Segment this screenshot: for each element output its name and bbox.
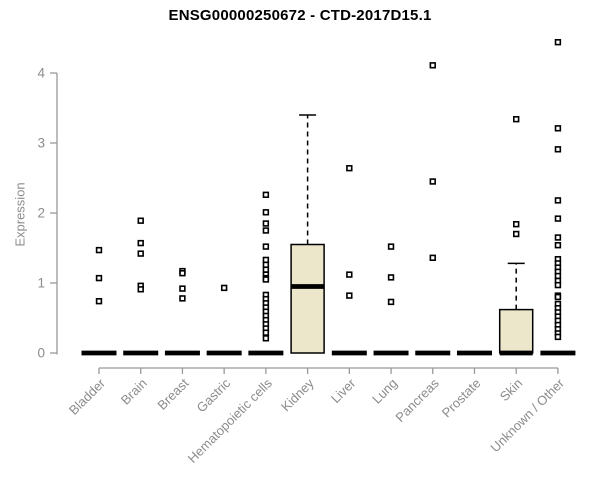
data-point xyxy=(554,38,562,46)
data-point xyxy=(95,297,103,305)
data-point xyxy=(554,281,562,289)
data-point xyxy=(262,256,270,264)
data-point xyxy=(262,266,270,273)
x-tick-label: Unknown / Other xyxy=(487,375,567,455)
data-point xyxy=(554,146,562,153)
data-point xyxy=(95,274,103,282)
data-point xyxy=(346,165,353,172)
data-point xyxy=(137,286,144,293)
data-point xyxy=(554,242,562,249)
data-point xyxy=(346,271,353,278)
data-point xyxy=(220,284,228,292)
data-point xyxy=(262,191,270,198)
data-point xyxy=(262,227,270,234)
data-point xyxy=(554,293,562,301)
data-point xyxy=(179,295,186,302)
data-point xyxy=(262,220,270,227)
data-point xyxy=(429,62,436,69)
x-tick-label: Gastric xyxy=(194,375,234,415)
data-point xyxy=(262,243,270,250)
y-tick-label: 0 xyxy=(37,346,45,361)
data-point xyxy=(262,329,270,336)
data-point xyxy=(262,209,270,216)
data-point xyxy=(262,261,270,268)
x-tick-label: Liver xyxy=(328,375,359,406)
x-tick-label: Kidney xyxy=(278,375,317,414)
box xyxy=(290,243,325,354)
data-point xyxy=(429,178,436,185)
data-point xyxy=(512,221,520,228)
data-point xyxy=(179,269,186,277)
y-tick-label: 2 xyxy=(37,206,45,221)
data-point xyxy=(554,272,562,280)
data-point xyxy=(554,125,562,132)
x-tick-label: Prostate xyxy=(439,376,484,421)
chart-title: ENSG00000250672 - CTD-2017D15.1 xyxy=(168,7,432,24)
data-point xyxy=(429,254,436,261)
data-point xyxy=(554,197,562,204)
data-point xyxy=(137,250,144,257)
x-tick-label: Pancreas xyxy=(392,375,442,425)
x-tick-label: Lung xyxy=(369,376,400,407)
data-point xyxy=(137,217,144,224)
data-point xyxy=(554,215,562,222)
data-point xyxy=(554,333,562,341)
data-point xyxy=(554,234,562,241)
x-tick-label: Bladder xyxy=(66,375,109,418)
box xyxy=(498,308,534,354)
x-tick-label: Skin xyxy=(497,376,525,404)
data-point xyxy=(387,274,395,281)
data-point xyxy=(179,285,186,292)
data-point xyxy=(95,246,103,254)
data-point xyxy=(512,230,520,238)
x-tick-label: Brain xyxy=(118,376,150,408)
y-tick-label: 4 xyxy=(37,66,45,81)
data-point xyxy=(512,116,520,123)
data-point xyxy=(387,243,395,250)
data-point xyxy=(137,239,144,247)
y-tick-label: 3 xyxy=(37,136,45,151)
data-point xyxy=(262,276,270,283)
x-tick-label: Breast xyxy=(154,375,191,412)
y-tick-label: 1 xyxy=(37,276,45,291)
data-point xyxy=(346,292,353,299)
data-point xyxy=(387,298,395,306)
data-point xyxy=(262,335,270,342)
